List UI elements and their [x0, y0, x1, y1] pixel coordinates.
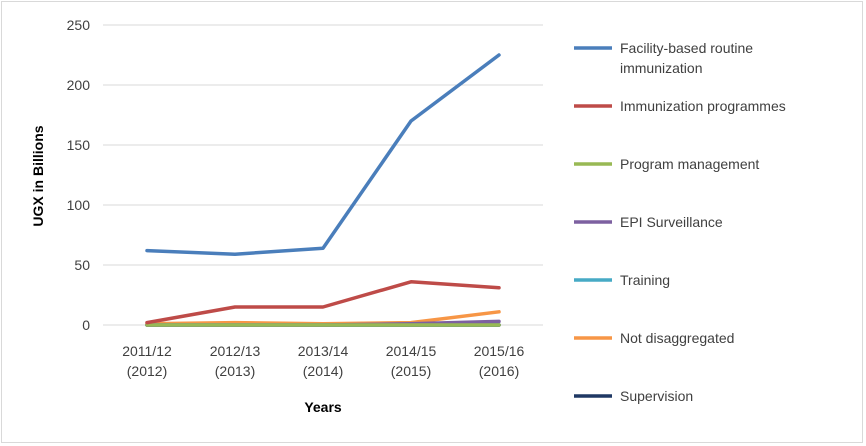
x-tick-label-line: (2013) — [215, 363, 255, 379]
y-axis-title: UGX in Billions — [30, 125, 46, 226]
x-tick-label-line: (2014) — [303, 363, 343, 379]
y-tick-label: 100 — [67, 197, 91, 213]
x-tick-label-line: 2011/12 — [122, 343, 172, 359]
legend-label: Program management — [620, 156, 759, 172]
x-tick-label: 2012/13 (2013) — [210, 343, 261, 379]
y-tick-label: 200 — [67, 77, 91, 93]
legend-label: Supervision — [620, 388, 693, 404]
legend-item: Training — [574, 272, 670, 288]
legend-item: Immunization programmes — [574, 98, 786, 114]
x-tick-label-line: 2014/15 — [386, 343, 437, 359]
x-tick-label: 2011/12 (2012) — [122, 343, 172, 379]
y-tick-labels: 0 50 100 150 200 250 — [67, 17, 91, 333]
legend-item: Supervision — [574, 388, 693, 404]
x-tick-label-line: 2013/14 — [298, 343, 349, 359]
x-axis-title: Years — [304, 399, 342, 415]
series-line-0 — [145, 53, 501, 256]
x-tick-label-line: (2015) — [391, 363, 431, 379]
legend-label: Not disaggregated — [620, 330, 734, 346]
legend-item: Facility-based routine immunization — [574, 40, 753, 76]
legend-label: EPI Surveillance — [620, 214, 723, 230]
y-tick-label: 250 — [67, 17, 91, 33]
x-tick-label-line: 2012/13 — [210, 343, 261, 359]
legend-item: EPI Surveillance — [574, 214, 723, 230]
x-tick-label-line: (2016) — [479, 363, 519, 379]
y-tick-label: 150 — [67, 137, 91, 153]
legend-label: Immunization programmes — [620, 98, 786, 114]
legend-label: immunization — [620, 60, 702, 76]
series-lines — [145, 53, 501, 327]
legend-item: Not disaggregated — [574, 330, 734, 346]
x-tick-label-line: 2015/16 — [474, 343, 525, 359]
y-tick-label: 50 — [74, 257, 90, 273]
x-tick-label-line: (2012) — [127, 363, 167, 379]
legend-label: Training — [620, 272, 670, 288]
x-tick-labels: 2011/12 (2012)2012/13 (2013)2013/14 (2014)2… — [122, 343, 524, 379]
series-line-1 — [145, 280, 501, 325]
legend-label: Facility-based routine — [620, 40, 753, 56]
legend: Facility-based routine immunization Immuni… — [574, 40, 786, 404]
x-tick-label: 2013/14 (2014) — [298, 343, 349, 379]
x-tick-label: 2015/16 (2016) — [474, 343, 525, 379]
x-tick-label: 2014/15 (2015) — [386, 343, 437, 379]
legend-item: Program management — [574, 156, 759, 172]
y-tick-label: 0 — [82, 317, 90, 333]
